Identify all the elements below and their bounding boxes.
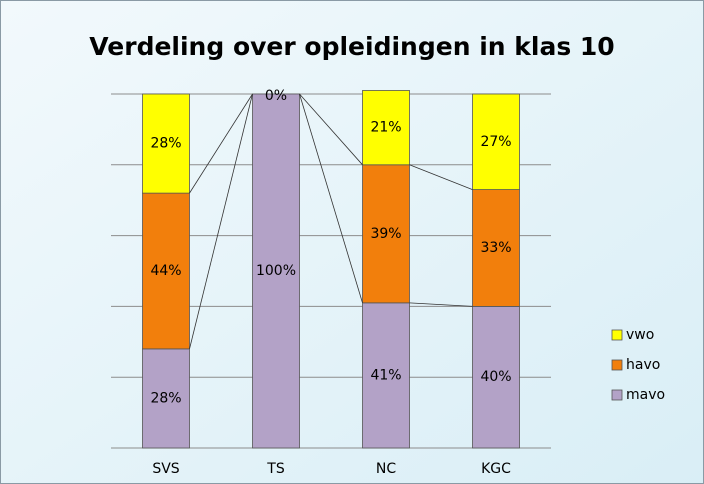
legend-swatch <box>611 359 623 371</box>
x-tick-label: TS <box>266 461 285 477</box>
legend-label: mavo <box>626 387 665 403</box>
x-tick-label: NC <box>376 461 396 477</box>
legend-label: vwo <box>626 327 654 343</box>
data-label: 39% <box>370 226 401 242</box>
bar-segment <box>142 192 190 350</box>
legend-swatch <box>611 389 623 401</box>
bar-segment <box>362 164 410 304</box>
x-tick-label: KGC <box>481 461 511 477</box>
series-line <box>299 93 363 166</box>
bar-segment <box>252 93 300 449</box>
data-label: 33% <box>480 240 511 256</box>
bar-segment <box>472 189 520 307</box>
data-label: 21% <box>370 120 401 136</box>
data-label: 28% <box>150 390 181 406</box>
data-label: 100% <box>256 263 296 279</box>
x-tick-label: SVS <box>152 461 179 477</box>
data-label: 44% <box>150 263 181 279</box>
data-label: 27% <box>480 134 511 150</box>
series-line <box>409 302 473 307</box>
bar-segment <box>142 93 190 194</box>
data-label: 41% <box>370 367 401 383</box>
bar-segment <box>472 93 520 190</box>
bar-segment <box>362 90 410 166</box>
series-line <box>299 93 363 303</box>
legend-swatch <box>611 329 623 341</box>
series-line <box>409 164 473 190</box>
chart-title: Verdeling over opleidingen in klas 10 <box>89 32 614 61</box>
series-line <box>189 93 253 349</box>
bar-segment <box>142 348 190 449</box>
data-label: 40% <box>480 369 511 385</box>
legend-label: havo <box>626 357 660 373</box>
data-label: 0% <box>265 88 287 104</box>
data-label: 28% <box>150 136 181 152</box>
series-line <box>189 93 253 194</box>
bar-segment <box>362 302 410 449</box>
